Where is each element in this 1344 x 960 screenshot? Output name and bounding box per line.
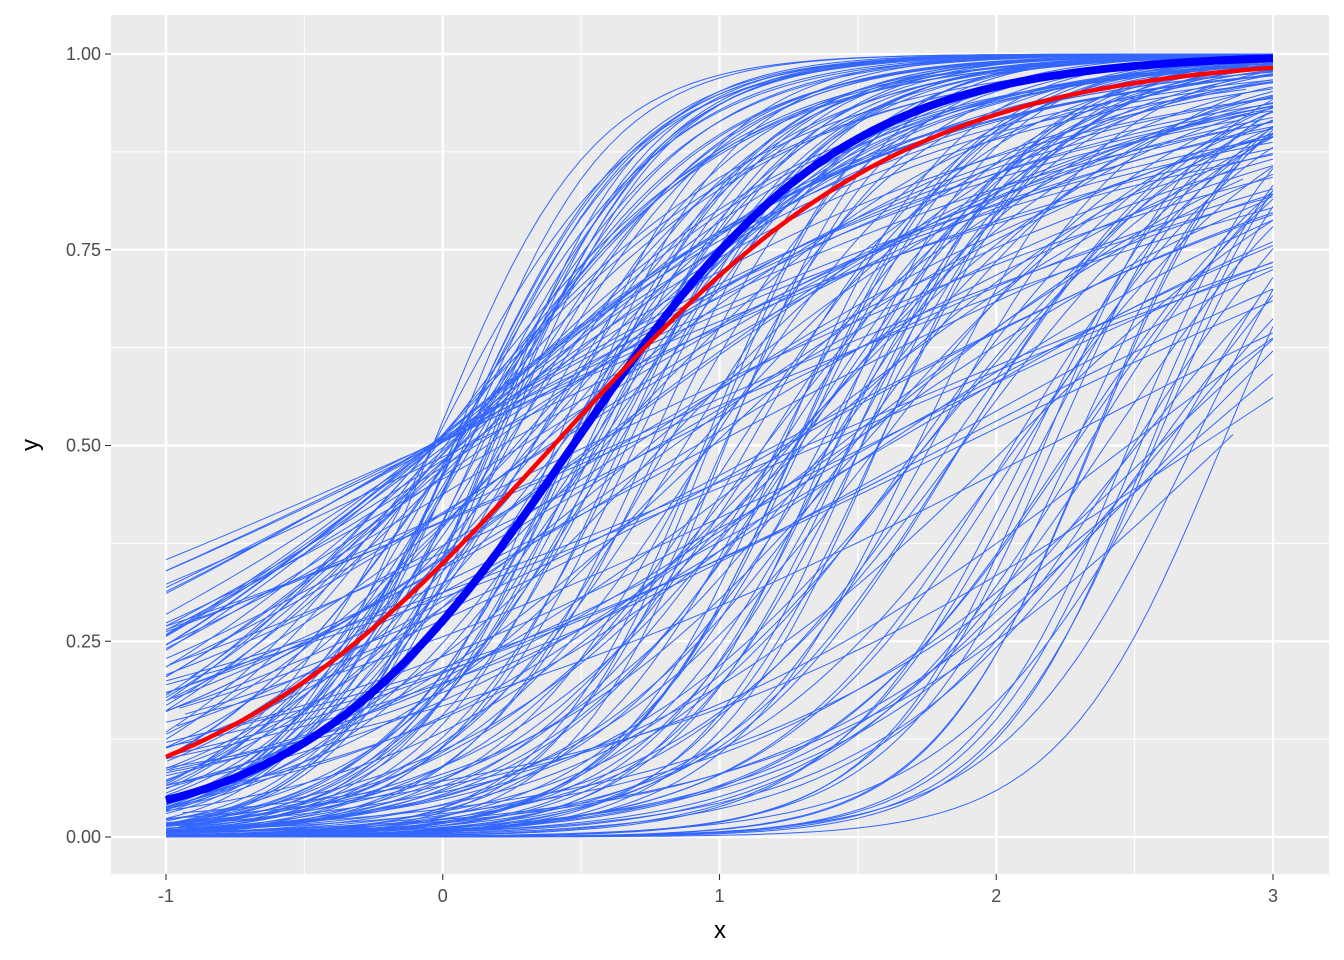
posterior-draw-line — [165, 90, 1274, 832]
x-tick: 2 — [991, 874, 1001, 906]
x-tick-label: -1 — [158, 886, 174, 906]
posterior-draw-line — [182, 397, 1274, 814]
x-tick: 0 — [438, 874, 448, 906]
mean-fit-line — [164, 54, 1274, 805]
posterior-draw-line — [165, 63, 1270, 769]
y-tick: 1.00 — [66, 44, 111, 64]
posterior-draw-line — [165, 176, 1274, 633]
x-tick: 1 — [714, 874, 725, 906]
posterior-draw-line — [165, 65, 1274, 837]
posterior-draw-line — [165, 74, 1274, 651]
posterior-draw-lines — [165, 53, 1274, 838]
posterior-draw-line — [165, 126, 1274, 660]
posterior-draw-line — [165, 126, 1274, 838]
x-tick: 3 — [1268, 874, 1278, 906]
posterior-draw-line — [165, 111, 1274, 834]
posterior-draw-line — [183, 53, 1274, 827]
x-tick-label: 3 — [1268, 886, 1278, 906]
posterior-draw-line — [165, 196, 1274, 631]
posterior-draw-line — [166, 226, 1274, 837]
average-curve-line — [165, 65, 1274, 759]
posterior-draw-line — [165, 65, 1274, 837]
posterior-draw-line — [165, 105, 1274, 749]
posterior-draw-line — [165, 136, 1274, 572]
posterior-draw-line — [165, 103, 1274, 627]
y-axis-title: y — [17, 439, 44, 451]
posterior-draw-line — [186, 300, 1274, 738]
posterior-draw-line — [176, 53, 1273, 802]
posterior-draw-line — [165, 56, 1274, 733]
y-tick-label: 0.00 — [66, 827, 101, 847]
y-tick: 0.25 — [66, 631, 111, 651]
posterior-draw-line — [165, 101, 1274, 786]
posterior-draw-line — [176, 133, 1274, 727]
y-tick: 0.50 — [66, 436, 111, 456]
posterior-draw-line — [184, 54, 1274, 826]
posterior-draw-line — [165, 117, 1274, 668]
posterior-draw-line — [165, 128, 1274, 624]
posterior-draw-line — [165, 97, 1274, 650]
posterior-draw-line — [165, 73, 1274, 832]
y-tick-label: 0.25 — [66, 631, 101, 651]
posterior-draw-line — [165, 318, 1274, 836]
posterior-draw-line — [165, 94, 1274, 820]
posterior-draw-line — [165, 266, 1274, 686]
main-curves — [164, 54, 1274, 805]
posterior-draw-line — [165, 245, 1274, 743]
posterior-draw-line — [165, 141, 1274, 572]
posterior-draw-line — [165, 66, 1249, 699]
posterior-draw-line — [165, 79, 1274, 636]
posterior-draw-line — [168, 55, 1265, 837]
posterior-draw-line — [165, 61, 1274, 781]
y-tick: 0.00 — [66, 827, 111, 847]
posterior-draw-line — [165, 173, 1274, 786]
posterior-draw-line — [169, 373, 1274, 829]
posterior-draw-line — [165, 126, 1274, 833]
posterior-draw-line — [166, 206, 1274, 838]
posterior-draw-line — [165, 119, 1274, 824]
posterior-draw-line — [165, 71, 1274, 678]
x-tick-label: 0 — [438, 886, 448, 906]
posterior-draw-line — [165, 66, 1274, 837]
posterior-draw-line — [165, 121, 1274, 589]
posterior-draw-line — [165, 106, 1274, 631]
posterior-draw-line — [165, 337, 1274, 820]
posterior-draw-line — [166, 248, 1274, 838]
y-tick: 0.75 — [66, 240, 111, 260]
posterior-draw-line — [165, 105, 1274, 712]
y-tick-label: 1.00 — [66, 44, 101, 64]
y-axis: 0.00 0.25 0.50 0.75 1.00 — [66, 44, 111, 847]
posterior-draw-line — [165, 121, 1274, 645]
y-tick-label: 0.50 — [66, 436, 101, 456]
posterior-draw-line — [165, 132, 1274, 801]
posterior-draw-line — [165, 154, 1274, 561]
grid-major — [111, 15, 1329, 874]
posterior-draw-line — [165, 119, 1274, 836]
posterior-draw-line — [165, 54, 1274, 797]
y-tick-label: 0.75 — [66, 240, 101, 260]
posterior-draw-line — [165, 167, 1236, 777]
x-axis: -1 0 1 2 3 — [158, 874, 1278, 906]
posterior-draw-line — [165, 55, 1274, 809]
posterior-draw-line — [165, 338, 1274, 832]
posterior-draw-line — [165, 198, 1274, 837]
x-tick-label: 1 — [714, 886, 724, 906]
x-tick: -1 — [158, 874, 174, 906]
x-axis-title: x — [714, 917, 726, 944]
posterior-draw-line — [165, 59, 1274, 836]
posterior-draw-line — [165, 69, 1274, 833]
x-tick-label: 2 — [991, 886, 1001, 906]
posterior-draw-line — [165, 110, 1274, 594]
